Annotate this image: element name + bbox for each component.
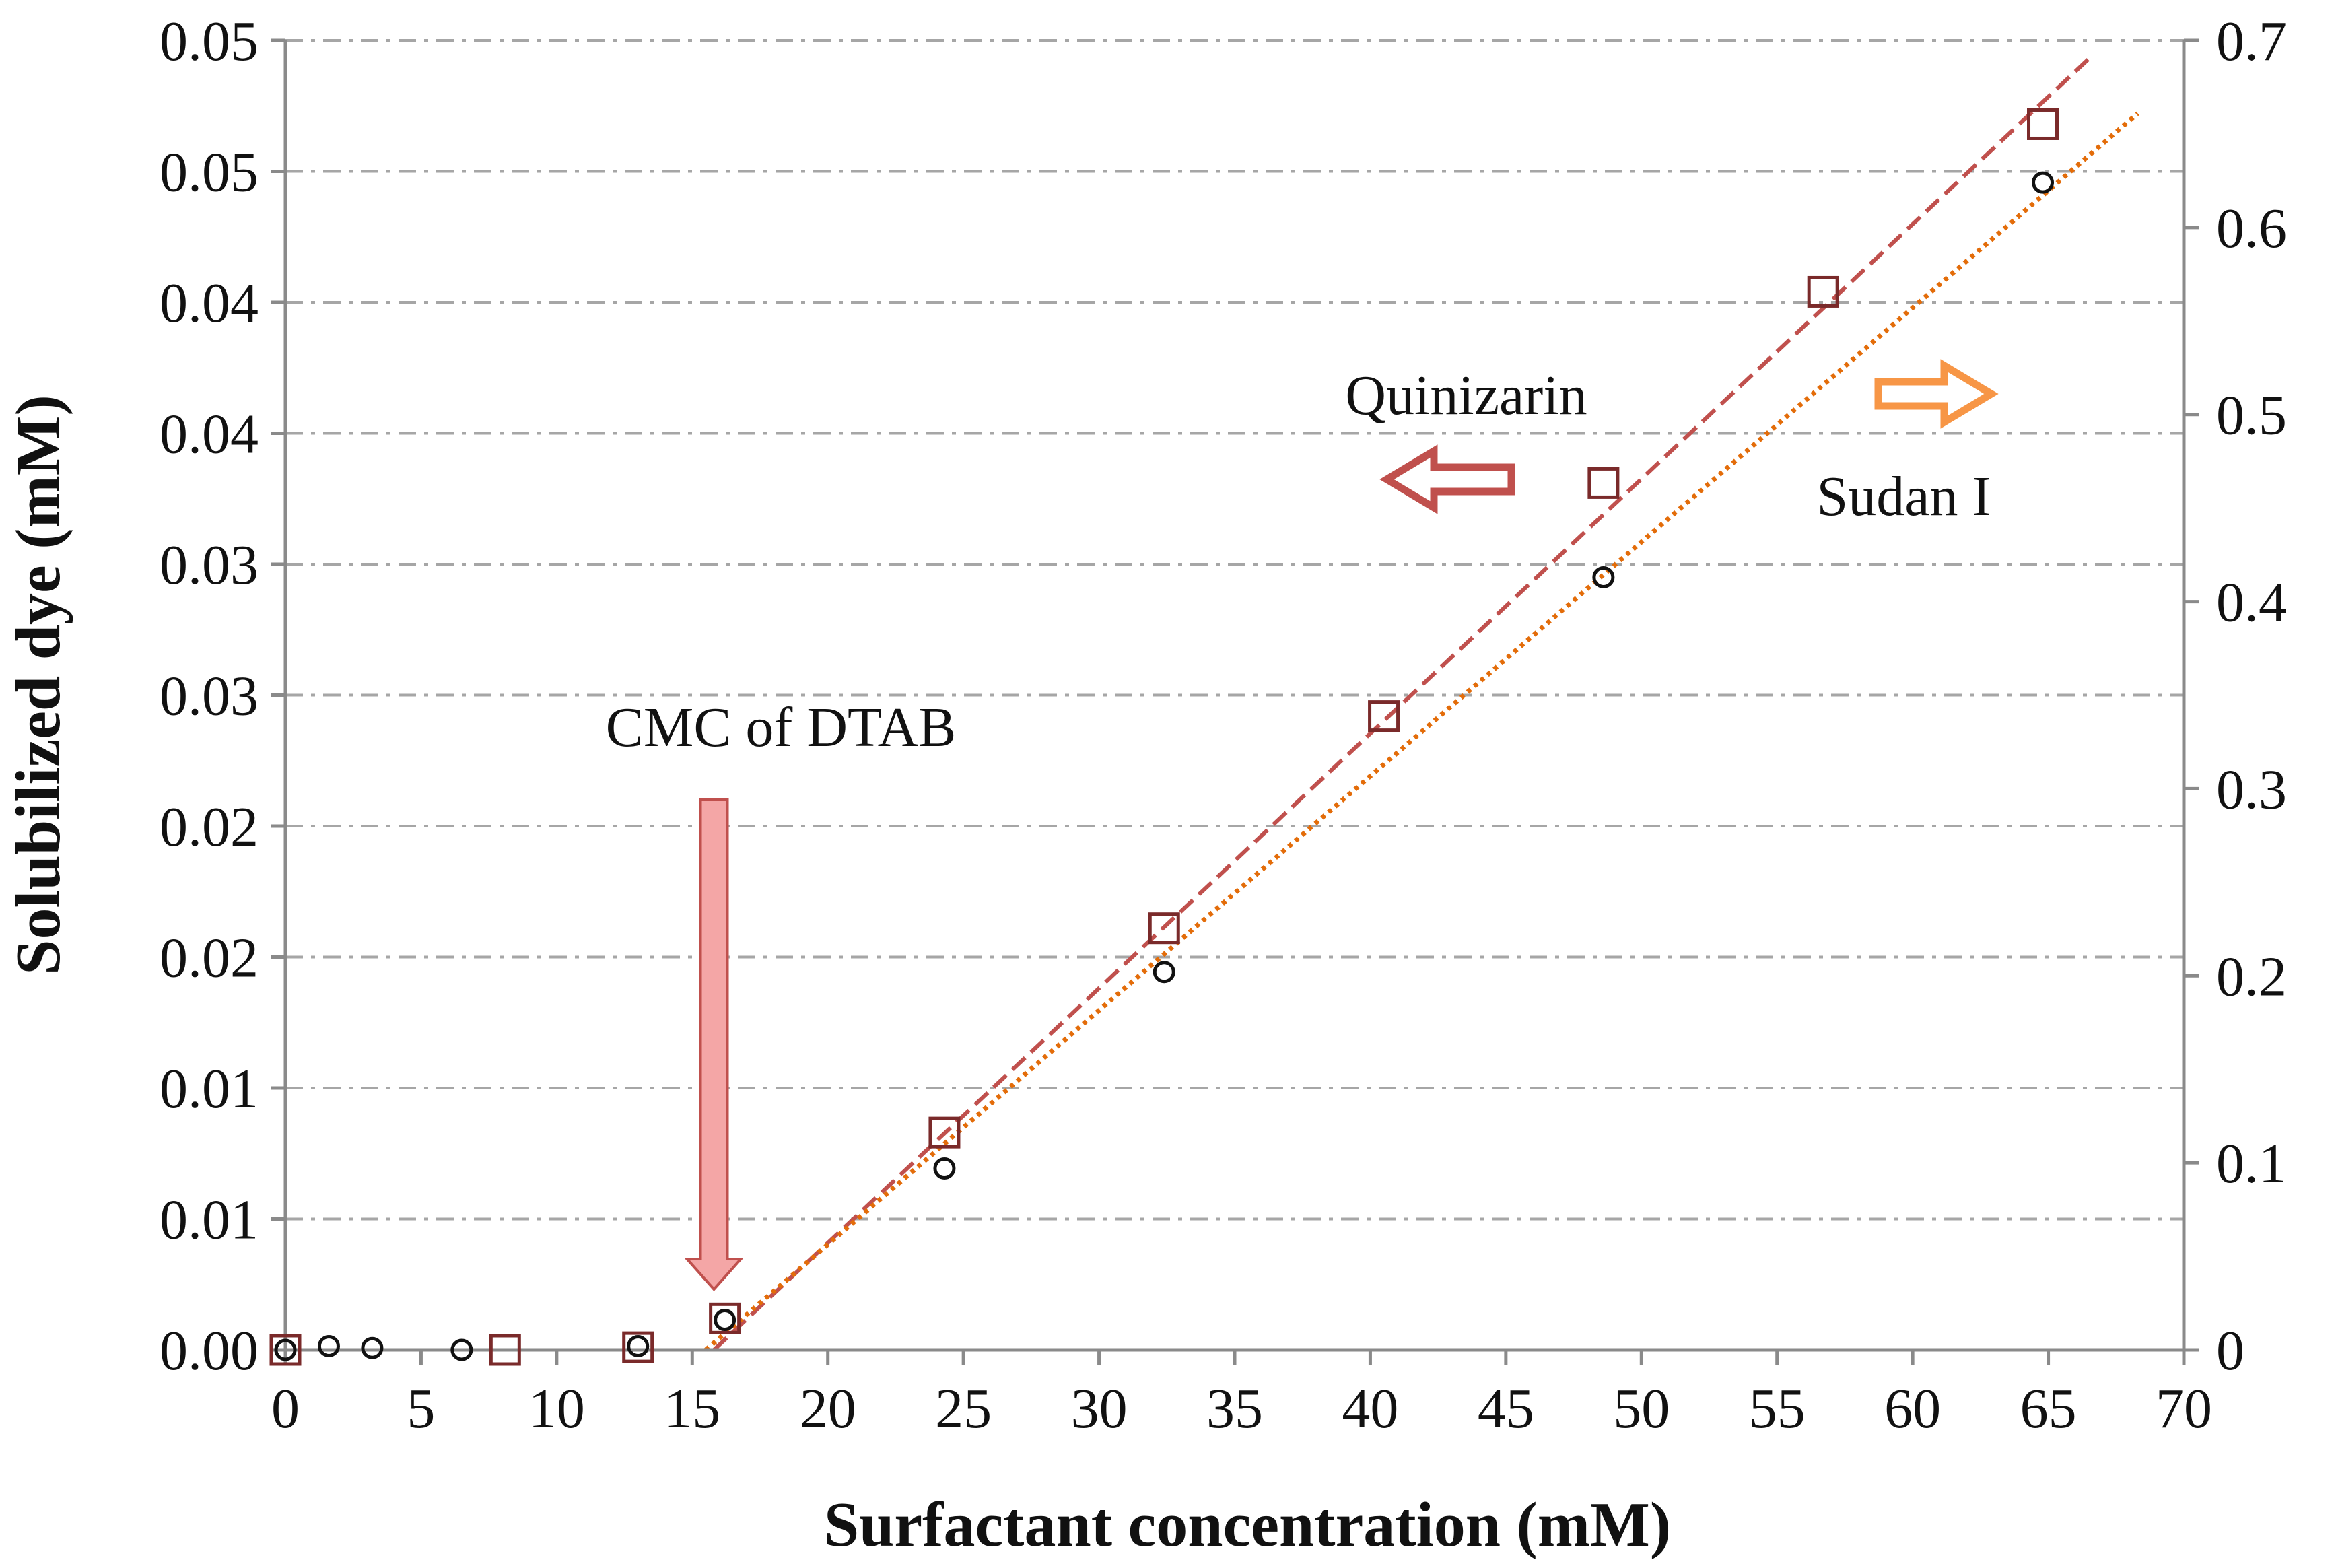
quinizarin-point xyxy=(928,1116,961,1149)
x-tick-label: 35 xyxy=(1206,1377,1263,1440)
x-tick-label: 10 xyxy=(528,1377,585,1440)
quinizarin-label: Quinizarin xyxy=(1345,364,1587,427)
sudan-label: Sudan I xyxy=(1817,465,1991,528)
x-tick-label: 45 xyxy=(1478,1377,1534,1440)
y-left-tick-label: 0.03 xyxy=(160,665,259,728)
x-tick-label: 70 xyxy=(2156,1377,2212,1440)
sudan-point xyxy=(1153,961,1175,984)
sudan-point xyxy=(627,1334,650,1357)
x-axis-title: Surfactant concentration (mM) xyxy=(824,1490,1671,1560)
sudan-point xyxy=(317,1334,340,1357)
y-left-tick-labels: 0.00 0.01 0.01 0.02 0.02 0.03 0.03 0.04 0.04 0.05… xyxy=(160,10,259,1382)
sudan-fit-line xyxy=(704,111,2139,1352)
sudan-point xyxy=(361,1336,384,1359)
y-right-tick-label: 0.3 xyxy=(2216,758,2287,821)
y-right-tick-label: 0.4 xyxy=(2216,572,2287,634)
sudan-point xyxy=(2032,171,2055,194)
sudan-point xyxy=(274,1338,297,1361)
x-tick-label: 55 xyxy=(1749,1377,1806,1440)
cmc-arrow xyxy=(684,798,744,1292)
x-tick-label: 30 xyxy=(1071,1377,1128,1440)
fit-lines xyxy=(704,55,2139,1352)
y-left-tick-label: 0.03 xyxy=(160,534,259,596)
annotations: CMC of DTAB Quinizarin Sudan I xyxy=(606,359,1999,1292)
y-left-tick-label: 0.04 xyxy=(160,272,259,335)
sudan-point xyxy=(933,1157,956,1180)
y-right-tick-label: 0 xyxy=(2216,1320,2244,1382)
quinizarin-point xyxy=(622,1331,654,1363)
x-tick-label: 0 xyxy=(271,1377,300,1440)
quinizarin-point xyxy=(1807,275,1839,308)
y-right-tick-label: 0.1 xyxy=(2216,1132,2287,1195)
quinizarin-point xyxy=(709,1302,741,1334)
x-tick-label: 65 xyxy=(2020,1377,2077,1440)
x-tick-labels: 0 5 10 15 20 25 30 35 40 45 50 55 60 65 70 xyxy=(271,1377,2212,1440)
y-right-tick-label: 0.5 xyxy=(2216,384,2287,447)
sudan-point xyxy=(714,1309,736,1332)
x-tick-label: 20 xyxy=(800,1377,856,1440)
quinizarin-point xyxy=(1587,467,1620,499)
quinizarin-point xyxy=(269,1334,302,1366)
x-tick-label: 5 xyxy=(407,1377,435,1440)
x-tick-label: 25 xyxy=(935,1377,992,1440)
grid-lines xyxy=(285,39,2184,1221)
y-left-tick-label: 0.04 xyxy=(160,403,259,466)
sudan-arrow xyxy=(1874,359,1999,429)
sudan-point xyxy=(450,1338,473,1361)
cmc-label: CMC of DTAB xyxy=(606,696,957,759)
y-left-tick-label: 0.05 xyxy=(160,141,259,204)
quinizarin-arrow xyxy=(1379,444,1515,514)
x-tick-label: 40 xyxy=(1342,1377,1398,1440)
data-points xyxy=(269,108,2059,1366)
y-left-tick-label: 0.00 xyxy=(160,1320,259,1382)
y-right-tick-labels: 0 0.1 0.2 0.3 0.4 0.5 0.6 0.7 xyxy=(2216,10,2287,1382)
quinizarin-point xyxy=(1148,912,1180,945)
y-left-tick-label: 0.02 xyxy=(160,927,259,990)
y-right-tick-label: 0.2 xyxy=(2216,945,2287,1008)
quinizarin-point xyxy=(489,1334,521,1366)
x-tick-label: 50 xyxy=(1613,1377,1670,1440)
y-left-tick-label: 0.05 xyxy=(160,10,259,73)
x-tick-label: 60 xyxy=(1884,1377,1941,1440)
y-right-tick-label: 0.7 xyxy=(2216,10,2287,73)
y-left-tick-label: 0.01 xyxy=(160,1058,259,1120)
y-right-tick-label: 0.6 xyxy=(2216,197,2287,260)
quinizarin-point xyxy=(2027,108,2059,140)
y-left-tick-label: 0.01 xyxy=(160,1189,259,1252)
y-axis-title: Solubilized dye (mM) xyxy=(3,395,73,975)
quinizarin-point xyxy=(1368,700,1400,732)
sudan-point xyxy=(1592,566,1615,588)
axes xyxy=(271,38,2199,1365)
y-left-tick-label: 0.02 xyxy=(160,796,259,858)
quinizarin-fit-line xyxy=(712,55,2094,1352)
x-tick-label: 15 xyxy=(664,1377,720,1440)
